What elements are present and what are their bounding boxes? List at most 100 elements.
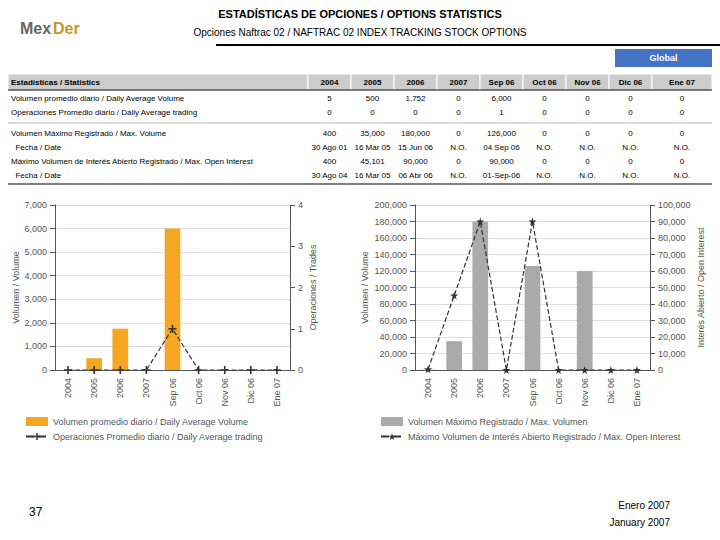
svg-text:0: 0 [456,94,461,103]
svg-text:N.O.: N.O. [536,171,552,180]
svg-text:6,000: 6,000 [491,94,512,103]
svg-text:60,000: 60,000 [658,266,686,276]
svg-text:30,000: 30,000 [658,316,686,326]
svg-text:N.O.: N.O. [450,171,466,180]
svg-text:400: 400 [323,157,337,166]
svg-text:Ene 07: Ene 07 [632,378,642,407]
svg-text:Sep 06: Sep 06 [489,78,515,87]
svg-text:60,000: 60,000 [379,316,407,326]
svg-text:4,000: 4,000 [24,271,47,281]
svg-text:Estadísticas / Statistics: Estadísticas / Statistics [11,78,100,87]
svg-text:2006: 2006 [407,78,425,87]
svg-text:2006: 2006 [475,378,485,398]
svg-text:4: 4 [298,200,303,210]
svg-text:0: 0 [456,108,461,117]
svg-text:0: 0 [456,157,461,166]
svg-text:400: 400 [323,129,337,138]
svg-text:0: 0 [585,157,590,166]
svg-text:80,000: 80,000 [379,299,407,309]
svg-text:20,000: 20,000 [379,349,407,359]
svg-text:ESTADÍSTICAS DE OPCIONES / OPT: ESTADÍSTICAS DE OPCIONES / OPTIONS STATI… [218,8,502,20]
svg-text:Oct 06: Oct 06 [194,378,204,405]
svg-text:90,000: 90,000 [489,157,514,166]
svg-text:N.O.: N.O. [450,143,466,152]
svg-text:5: 5 [327,94,332,103]
svg-text:1: 1 [499,108,504,117]
svg-text:6,000: 6,000 [24,224,47,234]
svg-text:0: 0 [680,129,685,138]
svg-text:Interés Abierto / Open Interes: Interés Abierto / Open Interest [696,227,706,348]
svg-text:3: 3 [298,241,303,251]
svg-text:0: 0 [585,108,590,117]
svg-text:0: 0 [542,157,547,166]
svg-text:0: 0 [42,365,47,375]
svg-text:Volumen Máximo Registrado / Ma: Volumen Máximo Registrado / Max. Volumen [408,417,588,427]
svg-text:0: 0 [628,108,633,117]
svg-text:Ene 07: Ene 07 [272,378,282,407]
svg-text:90,000: 90,000 [658,217,686,227]
svg-text:0: 0 [542,94,547,103]
svg-text:N.O.: N.O. [674,143,690,152]
svg-text:Operaciones Promedio diario /: Operaciones Promedio diario / Daily Aver… [11,108,197,117]
svg-text:180,000: 180,000 [401,129,430,138]
svg-text:Mex: Mex [20,20,51,37]
svg-text:01-Sep-06: 01-Sep-06 [483,171,521,180]
svg-text:40,000: 40,000 [379,332,407,342]
svg-text:Volumen Máximo Registrado / Ma: Volumen Máximo Registrado / Max. Volume [11,129,167,138]
svg-text:Enero 2007: Enero 2007 [618,500,670,511]
svg-text:0: 0 [370,108,375,117]
svg-text:Máximo Volumen de Interés Abie: Máximo Volumen de Interés Abierto Regist… [408,432,681,442]
svg-text:20,000: 20,000 [658,332,686,342]
svg-text:0: 0 [402,365,407,375]
svg-text:2005: 2005 [449,378,459,398]
svg-text:0: 0 [456,129,461,138]
svg-text:Volumen / Volume: Volumen / Volume [11,251,21,324]
svg-text:Fecha / Date: Fecha / Date [11,171,62,180]
svg-text:50,000: 50,000 [658,283,686,293]
svg-text:80,000: 80,000 [658,233,686,243]
svg-text:2004: 2004 [321,78,339,87]
svg-text:Dic 06: Dic 06 [606,378,616,404]
svg-text:0: 0 [628,94,633,103]
svg-text:Fecha / Date: Fecha / Date [11,143,62,152]
svg-text:Volumen promedio diario / Dail: Volumen promedio diario / Daily Average … [11,94,185,103]
svg-text:Máximo Volumen de Interés Abie: Máximo Volumen de Interés Abierto Regist… [11,157,254,166]
svg-text:2007: 2007 [450,78,468,87]
svg-text:126,000: 126,000 [487,129,516,138]
svg-text:Volumen promedio diario / Dail: Volumen promedio diario / Daily Average … [53,417,248,427]
svg-text:45,101: 45,101 [360,157,385,166]
svg-text:0: 0 [542,129,547,138]
svg-text:7,000: 7,000 [24,200,47,210]
svg-text:100,000: 100,000 [658,200,691,210]
svg-text:Nov 06: Nov 06 [580,378,590,407]
svg-text:Operaciones / Trades: Operaciones / Trades [308,244,318,331]
svg-text:30 Ago 04: 30 Ago 04 [311,171,348,180]
svg-text:3,000: 3,000 [24,294,47,304]
svg-text:Nov 06: Nov 06 [220,378,230,407]
svg-text:0: 0 [680,108,685,117]
svg-text:1,000: 1,000 [24,341,47,351]
svg-text:0: 0 [542,108,547,117]
svg-text:180,000: 180,000 [374,217,407,227]
svg-text:16 Mar 05: 16 Mar 05 [354,143,391,152]
svg-text:30 Ago 01: 30 Ago 01 [311,143,348,152]
svg-text:Ene 07: Ene 07 [669,78,695,87]
svg-text:2: 2 [298,283,303,293]
svg-text:N.O.: N.O. [536,143,552,152]
svg-text:0: 0 [327,108,332,117]
svg-text:N.O.: N.O. [674,171,690,180]
svg-text:N.O.: N.O. [579,143,595,152]
svg-text:Nov 06: Nov 06 [574,78,601,87]
svg-text:Global: Global [649,53,677,63]
svg-text:N.O.: N.O. [579,171,595,180]
svg-text:70,000: 70,000 [658,250,686,260]
svg-text:Volumen / Volume: Volumen / Volume [360,251,370,324]
svg-text:0: 0 [680,94,685,103]
svg-text:140,000: 140,000 [374,250,407,260]
svg-text:5,000: 5,000 [24,247,47,257]
svg-text:Dic 06: Dic 06 [246,378,256,404]
svg-text:Sep 06: Sep 06 [528,378,538,407]
svg-text:200,000: 200,000 [374,200,407,210]
svg-text:100,000: 100,000 [374,283,407,293]
svg-text:Operaciones Promedio diario /: Operaciones Promedio diario / Daily Aver… [53,432,262,442]
